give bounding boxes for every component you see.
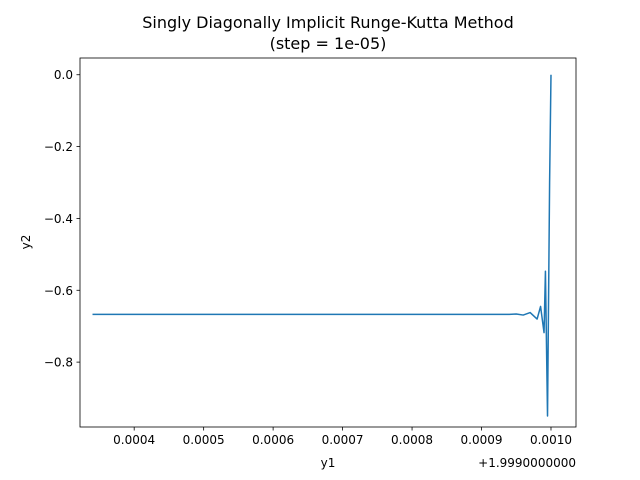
x-axis-ticks: 0.0004 0.0005 0.0006 0.0007 0.0008 0.0009 0.00… (113, 427, 572, 447)
plot-area (79, 57, 577, 428)
x-tick-label: 0.0008 (391, 433, 433, 447)
x-axis-offset-label: +1.9990000000 (478, 456, 576, 470)
x-tick-label: 0.0005 (183, 433, 225, 447)
chart-subtitle: (step = 1e-05) (270, 34, 387, 53)
y-axis-ticks: 0.0 −0.2 −0.4 −0.6 −0.8 (44, 68, 80, 370)
x-axis-label: y1 (321, 456, 336, 470)
axes-frame (79, 57, 577, 428)
y-tick-label: 0.0 (54, 68, 73, 82)
series-line-0 (92, 74, 552, 417)
x-tick-label: 0.0009 (461, 433, 503, 447)
y-tick-label: −0.6 (44, 284, 73, 298)
x-tick-label: 0.0007 (322, 433, 364, 447)
x-tick-label: 0.0010 (530, 433, 572, 447)
chart-title: Singly Diagonally Implicit Runge-Kutta M… (142, 13, 514, 32)
y-axis-label: y2 (19, 235, 33, 250)
x-tick-label: 0.0004 (113, 433, 155, 447)
x-tick-label: 0.0006 (252, 433, 294, 447)
y-tick-label: −0.8 (44, 356, 73, 370)
y-tick-label: −0.4 (44, 212, 73, 226)
y-tick-label: −0.2 (44, 140, 73, 154)
